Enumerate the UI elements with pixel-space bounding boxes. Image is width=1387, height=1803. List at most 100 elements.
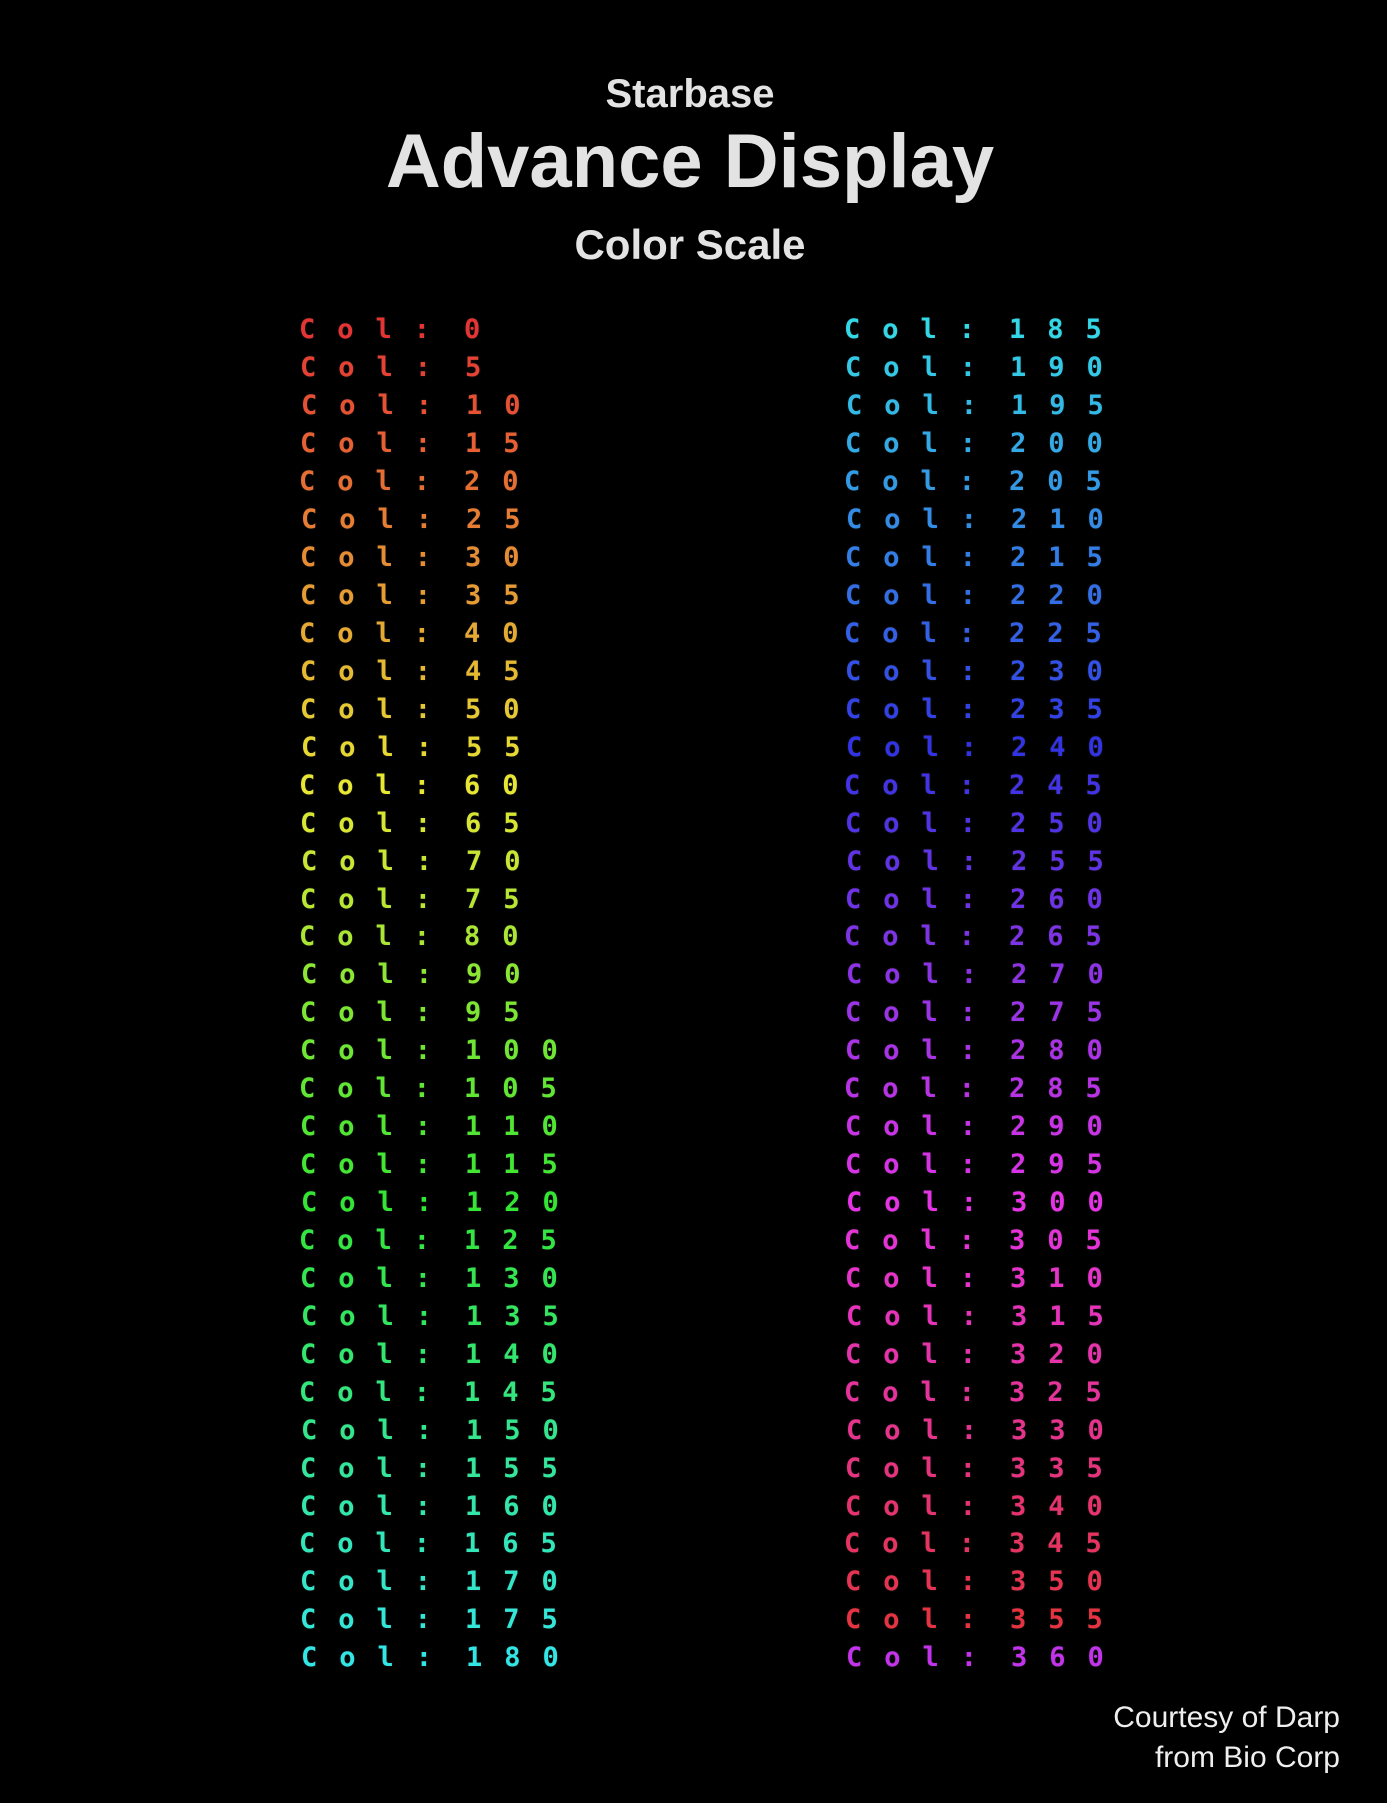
col-label: Col:	[846, 845, 1000, 877]
color-scale-row: Col: 295	[845, 1146, 1125, 1184]
col-label: Col:	[845, 352, 999, 384]
col-label: Col:	[299, 1224, 453, 1256]
color-scale-row: Col: 25	[301, 501, 581, 539]
col-label: Col:	[301, 845, 455, 877]
color-scale-row: Col: 35	[300, 577, 580, 615]
col-value: 185	[1009, 314, 1124, 346]
color-scale-row: Col: 90	[301, 956, 581, 994]
color-scale-row: Col: 165	[299, 1525, 579, 1563]
col-label: Col:	[301, 504, 455, 536]
color-scale-row: Col: 335	[845, 1449, 1125, 1487]
color-scale-row: Col: 80	[299, 918, 579, 956]
col-value: 275	[1010, 997, 1125, 1029]
color-scale-row: Col: 120	[301, 1184, 581, 1222]
col-label: Col:	[846, 959, 1000, 991]
col-label: Col:	[845, 807, 999, 839]
color-scale-row: Col: 280	[845, 1032, 1125, 1070]
col-label: Col:	[845, 1604, 999, 1636]
color-scale-row: Col: 350	[845, 1563, 1125, 1601]
color-scale-row: Col: 195	[846, 387, 1126, 425]
col-label: Col:	[299, 769, 453, 801]
col-label: Col:	[844, 1073, 998, 1105]
title-color-scale: Color Scale	[574, 221, 806, 268]
color-scale-row: Col: 330	[846, 1411, 1126, 1449]
col-label: Col:	[846, 731, 1000, 763]
color-scale-row: Col: 355	[845, 1601, 1125, 1639]
col-label: Col:	[300, 1490, 454, 1522]
col-label: Col:	[300, 997, 454, 1029]
color-scale-row: Col: 15	[300, 425, 580, 463]
color-scale-row: Col: 315	[846, 1297, 1126, 1335]
color-scale-row: Col: 60	[299, 766, 579, 804]
col-label: Col:	[300, 883, 454, 915]
col-label: Col:	[300, 1111, 454, 1143]
footer-credit-line2: from Bio Corp	[1154, 1741, 1340, 1774]
col-label: Col:	[845, 428, 999, 460]
color-scale-row: Col: 225	[844, 615, 1124, 653]
col-value: 335	[1010, 1452, 1125, 1484]
col-value: 195	[1011, 390, 1126, 422]
col-value: 125	[464, 1224, 579, 1256]
title-block: Starbase Advance Display Color Scale	[0, 70, 1380, 270]
col-value: 270	[1011, 959, 1126, 991]
color-scale-row: Col: 130	[300, 1259, 580, 1297]
color-scale-row: Col: 170	[300, 1563, 580, 1601]
col-value: 120	[466, 1187, 581, 1219]
col-value: 45	[465, 655, 542, 687]
col-value: 135	[466, 1300, 581, 1332]
color-scale-row: Col: 305	[844, 1222, 1124, 1260]
color-scale-row: Col: 190	[845, 349, 1125, 387]
color-scale-row: Col: 290	[845, 1108, 1125, 1146]
col-value: 205	[1009, 466, 1124, 498]
col-label: Col:	[300, 655, 454, 687]
color-scale-row: Col: 210	[846, 501, 1126, 539]
col-label: Col:	[845, 1111, 999, 1143]
col-value: 330	[1011, 1414, 1126, 1446]
color-scale-row: Col: 140	[300, 1335, 580, 1373]
color-scale-row: Col: 345	[844, 1525, 1124, 1563]
col-value: 305	[1009, 1224, 1124, 1256]
color-scale-row: Col: 0	[299, 311, 579, 349]
col-value: 190	[1010, 352, 1125, 384]
col-label: Col:	[300, 693, 454, 725]
color-scale-row: Col: 320	[845, 1335, 1125, 1373]
color-scale-row: Col: 360	[846, 1639, 1126, 1677]
col-value: 235	[1010, 693, 1125, 725]
col-label: Col:	[300, 428, 454, 460]
col-label: Col:	[845, 1149, 999, 1181]
color-scale-row: Col: 20	[299, 463, 579, 501]
col-label: Col:	[846, 1187, 1000, 1219]
col-value: 5	[465, 352, 504, 384]
col-value: 145	[464, 1376, 579, 1408]
col-value: 265	[1009, 921, 1124, 953]
col-value: 360	[1011, 1642, 1126, 1674]
col-label: Col:	[845, 997, 999, 1029]
col-value: 110	[465, 1111, 580, 1143]
col-label: Col:	[845, 693, 999, 725]
col-value: 35	[465, 580, 542, 612]
color-scale-row: Col: 95	[300, 994, 580, 1032]
col-value: 20	[464, 466, 541, 498]
col-value: 280	[1010, 1035, 1125, 1067]
color-scale-row: Col: 270	[846, 956, 1126, 994]
col-value: 240	[1011, 731, 1126, 763]
color-scale-row: Col: 310	[845, 1259, 1125, 1297]
col-value: 100	[465, 1035, 580, 1067]
col-value: 90	[466, 959, 543, 991]
col-label: Col:	[301, 1414, 455, 1446]
color-scale-row: Col: 235	[845, 690, 1125, 728]
col-value: 130	[465, 1262, 580, 1294]
color-scale-row: Col: 340	[845, 1487, 1125, 1525]
color-scale-row: Col: 175	[300, 1601, 580, 1639]
col-label: Col:	[299, 617, 453, 649]
color-scale-row: Col: 110	[300, 1108, 580, 1146]
col-value: 230	[1010, 655, 1125, 687]
col-value: 40	[464, 617, 541, 649]
col-value: 10	[466, 390, 543, 422]
col-label: Col:	[301, 1187, 455, 1219]
col-value: 290	[1010, 1111, 1125, 1143]
col-label: Col:	[844, 466, 998, 498]
col-value: 115	[465, 1149, 580, 1181]
col-value: 340	[1010, 1490, 1125, 1522]
col-value: 50	[465, 693, 542, 725]
